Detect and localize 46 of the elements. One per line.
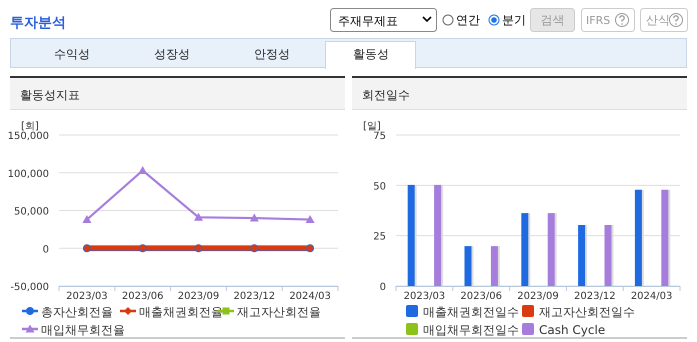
y-axis-title: [일] bbox=[363, 121, 381, 132]
y-tick-label: 75 bbox=[373, 131, 386, 142]
chart-title: 활동성지표 bbox=[20, 88, 80, 102]
x-tick-label: 2023/09 bbox=[178, 291, 220, 302]
y-tick-label: 50 bbox=[373, 181, 386, 192]
text: 주재무제표 bbox=[338, 14, 398, 28]
x-tick-label: 2023/06 bbox=[122, 291, 164, 302]
y-tick-label: 0 bbox=[380, 282, 386, 293]
text: 산식 bbox=[646, 13, 670, 27]
chart-title: 회전일수 bbox=[362, 88, 410, 102]
x-tick-label: 2024/03 bbox=[630, 291, 672, 302]
x-tick-label: 2023/09 bbox=[517, 291, 559, 302]
text: 분기 bbox=[502, 13, 526, 27]
point bbox=[250, 214, 259, 222]
x-tick-label: 2023/12 bbox=[574, 291, 616, 302]
point bbox=[306, 215, 315, 224]
x-tick-label: 2023/06 bbox=[460, 291, 502, 302]
text: 연간 bbox=[456, 13, 480, 27]
x-tick-label: 2023/03 bbox=[404, 291, 446, 302]
legend-label: 총자산회전율 bbox=[41, 305, 113, 319]
text: 안정성 bbox=[254, 47, 290, 61]
legend-label: 매출채권회전율 bbox=[139, 305, 223, 319]
y-tick-label: 50,000 bbox=[14, 206, 49, 218]
legend-label: 매입채무회전일수 bbox=[423, 323, 519, 337]
x-tick-label: 2024/03 bbox=[289, 291, 331, 302]
text: 활동성 bbox=[353, 47, 389, 61]
y-tick-label: 100,000 bbox=[8, 168, 49, 180]
text: 검색 bbox=[540, 13, 564, 27]
y-axis-title: [회] bbox=[21, 121, 39, 132]
y-tick-label: 0 bbox=[42, 244, 49, 256]
y-tick-label: -50,000 bbox=[10, 282, 49, 293]
x-tick-label: 2023/12 bbox=[234, 291, 276, 302]
x-tick-label: 2023/03 bbox=[66, 291, 108, 302]
point bbox=[194, 212, 203, 221]
legend-label: 재고자산회전일수 bbox=[539, 305, 635, 319]
point bbox=[82, 215, 92, 224]
y-tick-label: 150,000 bbox=[8, 131, 49, 142]
text: 성장성 bbox=[154, 47, 190, 61]
text: IFRS bbox=[586, 14, 610, 27]
legend-label: 매입채무회전율 bbox=[41, 323, 125, 337]
legend-label: 매출채권회전일수 bbox=[423, 305, 519, 319]
text: 수익성 bbox=[54, 47, 90, 61]
legend-label: 재고자산회전율 bbox=[237, 305, 321, 319]
text: 투자분석 bbox=[10, 15, 66, 31]
legend-label: Cash Cycle bbox=[539, 323, 606, 337]
y-tick-label: 25 bbox=[373, 232, 386, 243]
